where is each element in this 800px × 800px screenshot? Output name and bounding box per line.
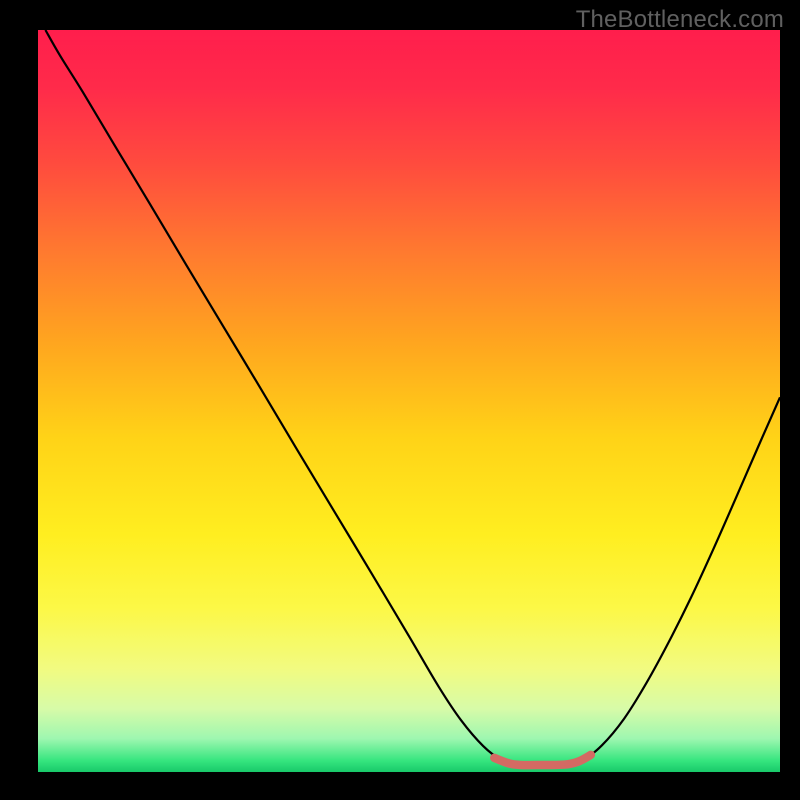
bottleneck-chart: TheBottleneck.com [0,0,800,800]
chart-svg [0,0,800,800]
watermark-text: TheBottleneck.com [576,6,784,34]
chart-gradient-bg [38,30,780,772]
